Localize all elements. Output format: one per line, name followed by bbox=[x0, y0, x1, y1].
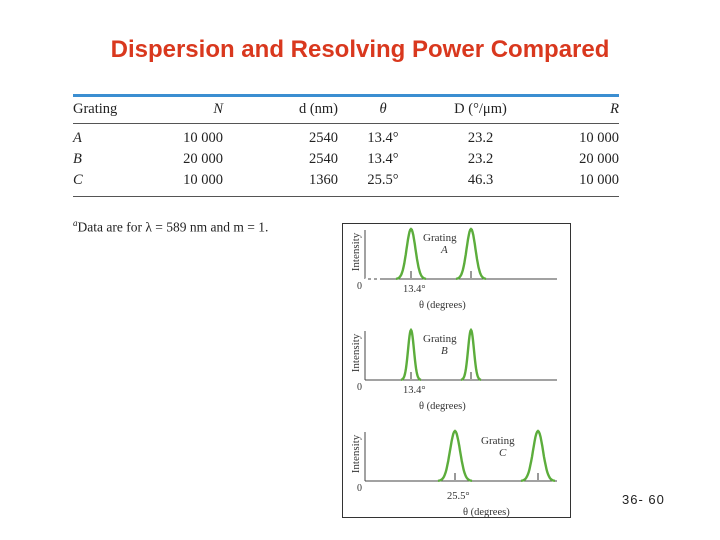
page-number: 36- 60 bbox=[622, 492, 665, 507]
cell-r: 20 000 bbox=[579, 151, 619, 167]
table-row: B 20 000 2540 13.4° 23.2 20 000 bbox=[73, 149, 619, 170]
grating-data-table: Grating N d (nm) θ D (°/μm) R bbox=[73, 97, 619, 123]
grating-label: Grating bbox=[423, 333, 457, 345]
grating-label: Grating bbox=[423, 232, 457, 244]
zero-label: 0 bbox=[357, 281, 362, 292]
table-header-rule bbox=[73, 123, 619, 124]
y-axis-label: Intensity bbox=[350, 333, 362, 372]
cell-dispersion: 23.2 bbox=[467, 130, 494, 146]
cell-theta: 13.4° bbox=[367, 130, 399, 146]
cell-d: 2540 bbox=[309, 130, 338, 146]
cell-n: 10 000 bbox=[183, 172, 223, 188]
intensity-figure: Intensity 0 Grating A 13.4° θ (degrees) Intens… bbox=[342, 223, 571, 518]
header-dispersion: D (°/μm) bbox=[454, 101, 507, 117]
cell-r: 10 000 bbox=[579, 172, 619, 188]
cell-r: 10 000 bbox=[579, 130, 619, 146]
x-axis-label: θ (degrees) bbox=[419, 401, 466, 412]
table-footnote: aData are for λ = 589 nm and m = 1. bbox=[73, 218, 268, 236]
grating-data-table-body: A 10 000 2540 13.4° 23.2 10 000 B 20 000… bbox=[73, 128, 619, 191]
grating-letter: A bbox=[440, 244, 448, 256]
y-axis-label: Intensity bbox=[350, 434, 362, 473]
cell-grating: B bbox=[73, 151, 82, 167]
cell-dispersion: 46.3 bbox=[467, 172, 494, 188]
intensity-peak bbox=[455, 227, 487, 280]
table-row: A 10 000 2540 13.4° 23.2 10 000 bbox=[73, 128, 619, 149]
cell-grating: C bbox=[73, 172, 83, 188]
footnote-text: Data are for λ = 589 nm and m = 1. bbox=[77, 219, 269, 235]
cell-theta: 13.4° bbox=[367, 151, 399, 167]
intensity-peak bbox=[520, 429, 556, 482]
x-axis-label: θ (degrees) bbox=[419, 300, 466, 311]
angle-label: 13.4° bbox=[403, 284, 426, 295]
intensity-peak bbox=[460, 327, 482, 381]
table-top-rule bbox=[73, 94, 619, 97]
intensity-peak bbox=[437, 429, 473, 482]
header-d: d (nm) bbox=[298, 101, 338, 117]
header-n: N bbox=[213, 101, 223, 117]
cell-n: 20 000 bbox=[183, 151, 223, 167]
cell-grating: A bbox=[73, 130, 82, 146]
grating-letter: C bbox=[499, 447, 507, 459]
cell-n: 10 000 bbox=[183, 130, 223, 146]
cell-d: 1360 bbox=[309, 172, 338, 188]
zero-label: 0 bbox=[357, 483, 362, 494]
table-header-row: Grating N d (nm) θ D (°/μm) R bbox=[73, 97, 619, 123]
intensity-peak bbox=[400, 327, 422, 381]
y-axis-label: Intensity bbox=[350, 232, 362, 271]
header-r: R bbox=[610, 101, 619, 117]
footnote-marker: a bbox=[73, 218, 78, 228]
grating-label: Grating bbox=[481, 435, 515, 447]
x-axis-label: θ (degrees) bbox=[463, 507, 510, 517]
table-row: C 10 000 1360 25.5° 46.3 10 000 bbox=[73, 170, 619, 191]
header-grating: Grating bbox=[73, 101, 118, 117]
grating-table: Grating N d (nm) θ D (°/μm) R A 10 000 2… bbox=[73, 94, 619, 197]
angle-label: 13.4° bbox=[403, 385, 426, 396]
cell-dispersion: 23.2 bbox=[467, 151, 494, 167]
table-bottom-rule bbox=[73, 196, 619, 197]
intensity-peak bbox=[395, 227, 427, 280]
slide-title: Dispersion and Resolving Power Compared bbox=[110, 36, 610, 63]
cell-d: 2540 bbox=[309, 151, 338, 167]
angle-label: 25.5° bbox=[447, 491, 470, 502]
header-theta: θ bbox=[379, 101, 387, 117]
grating-letter: B bbox=[441, 345, 448, 357]
cell-theta: 25.5° bbox=[367, 172, 399, 188]
zero-label: 0 bbox=[357, 382, 362, 393]
